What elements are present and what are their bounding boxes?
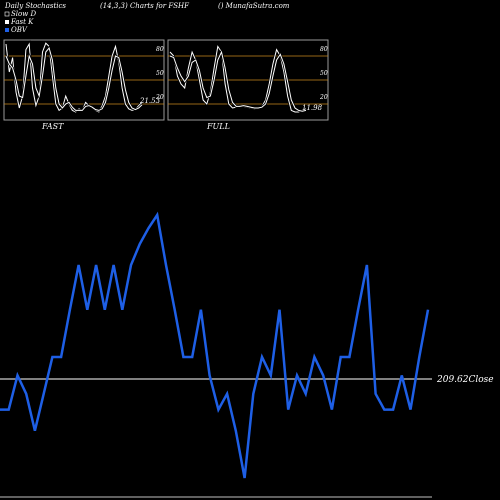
fast-series-slow-d (5, 46, 143, 111)
site-name: () MunafaSutra.com (218, 2, 290, 10)
full-tick-20: 20 (319, 94, 328, 101)
full-tick-50: 50 (320, 70, 328, 77)
full-last-value: 11.98 (302, 104, 323, 112)
chart-params: (14,3,3) Charts for FSHF (100, 2, 190, 10)
obv-chart: 209.62Close (0, 211, 494, 498)
fast-series-fast-k (5, 42, 143, 113)
legend-swatch-fast-k (5, 20, 9, 24)
full-stochastic-panel: 80 50 20 11.98 FULL (167, 39, 329, 131)
fast-tick-80: 80 (156, 46, 164, 53)
legend-label-obv: OBV (11, 26, 28, 34)
fast-stochastic-panel: 80 50 20 21.53 FAST (3, 39, 165, 131)
chart-title: Daily Stochastics (4, 2, 66, 10)
full-series-slow-d (169, 50, 307, 112)
obv-series-line (0, 211, 430, 479)
fast-panel-label: FAST (41, 122, 64, 131)
fast-last-value: 21.53 (139, 97, 161, 105)
full-panel-label: FULL (206, 122, 230, 131)
legend-swatch-obv (5, 28, 9, 32)
legend-label-fast-k: Fast K (10, 18, 34, 26)
legend-label-slow-d: Slow D (11, 10, 36, 18)
full-tick-80: 80 (320, 46, 328, 53)
fast-tick-50: 50 (156, 70, 164, 77)
fast-tick-20: 20 (155, 94, 164, 101)
close-value-label: 209.62Close (436, 375, 494, 385)
legend: Slow D Fast K OBV (4, 10, 36, 34)
legend-swatch-slow-d (4, 11, 10, 17)
